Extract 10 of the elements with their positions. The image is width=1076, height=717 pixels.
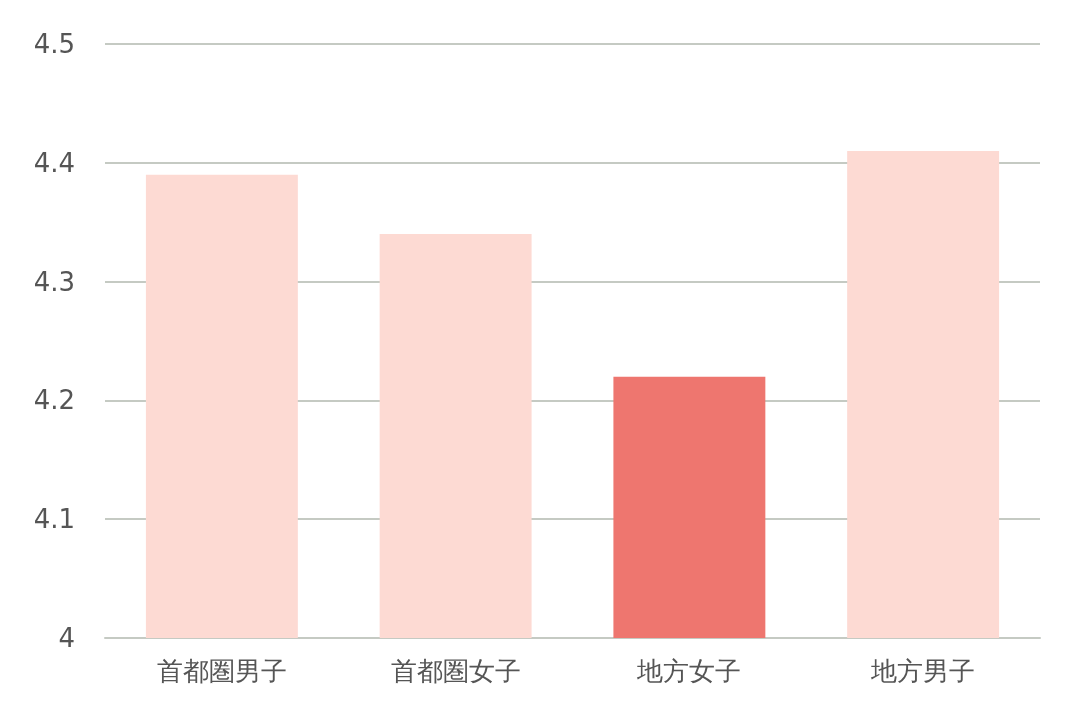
y-tick-label: 4.2 (33, 385, 75, 416)
y-tick-label: 4.5 (33, 29, 75, 59)
x-tick-label: 首都圏女子 (390, 656, 521, 686)
x-tick-label: 首都圏男子 (156, 656, 287, 686)
y-tick-label: 4.3 (33, 266, 75, 297)
y-tick-label: 4.4 (33, 147, 75, 178)
y-tick-label: 4 (58, 623, 75, 653)
y-tick-label: 4.1 (33, 504, 75, 535)
x-tick-label: 地方女子 (636, 656, 742, 686)
x-tick-label: 地方男子 (870, 656, 976, 686)
